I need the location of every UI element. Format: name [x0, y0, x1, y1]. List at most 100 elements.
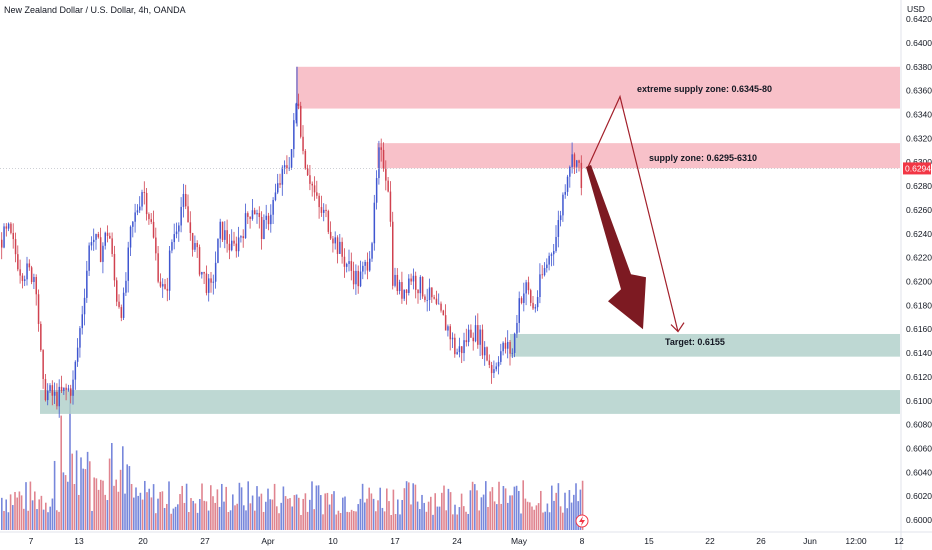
volume-bar	[293, 495, 296, 530]
volume-bar	[82, 468, 84, 530]
candle-body	[189, 222, 192, 233]
candle-body	[348, 261, 350, 264]
candle-body	[557, 220, 560, 237]
volume-bar	[91, 510, 93, 530]
volume-bar	[111, 443, 113, 530]
volume-bar	[566, 508, 568, 530]
volume-bar	[223, 501, 225, 530]
candle-body	[265, 215, 267, 220]
candle-body	[76, 347, 79, 362]
volume-bar	[469, 490, 472, 530]
candle-body	[67, 388, 70, 390]
candle-body	[359, 271, 362, 287]
volume-bar	[300, 514, 302, 530]
candle-body	[196, 243, 198, 248]
candle-body	[150, 219, 152, 222]
candle-body	[40, 323, 42, 351]
lightning-icon[interactable]	[575, 514, 589, 528]
candle-body	[306, 168, 309, 176]
volume-bar	[443, 485, 445, 530]
candle-body	[511, 352, 514, 354]
volume-bar	[562, 512, 564, 530]
candle-body	[168, 250, 171, 291]
volume-bar	[458, 507, 461, 530]
volume-bar	[390, 514, 392, 530]
volume-bar	[474, 484, 476, 530]
candle-body	[527, 282, 530, 291]
volume-bar	[188, 512, 190, 530]
candle-body	[155, 237, 157, 254]
volume-bar	[225, 486, 227, 530]
zone-rect[interactable]	[377, 143, 900, 169]
volume-bar	[377, 500, 379, 530]
candle-body	[578, 160, 580, 163]
volume-bar	[361, 483, 364, 530]
thick-forecast-arrow[interactable]	[586, 164, 646, 330]
volume-bar	[16, 497, 18, 530]
volume-bar	[581, 480, 584, 530]
candle-body	[421, 276, 424, 297]
volume-bar	[522, 480, 524, 530]
volume-bar	[513, 486, 516, 530]
chart-title: New Zealand Dollar / U.S. Dollar, 4h, OA…	[4, 5, 186, 15]
candle-body	[88, 245, 90, 271]
candle-body	[30, 267, 33, 282]
volume-bar	[423, 502, 425, 530]
candle-body	[109, 235, 111, 239]
candle-body	[465, 340, 468, 343]
candle-body	[288, 167, 290, 169]
volume-bar	[328, 504, 331, 530]
candle-body	[148, 214, 150, 220]
candle-body	[371, 243, 373, 259]
zone-rect[interactable]	[510, 333, 900, 357]
candle-body	[458, 346, 461, 353]
zone-rect[interactable]	[296, 66, 900, 109]
volume-bar	[238, 482, 241, 530]
candle-body	[173, 234, 175, 243]
time-tick-label: 7	[29, 536, 34, 546]
volume-bar	[31, 500, 34, 530]
volume-bar	[95, 478, 98, 530]
candle-body	[387, 180, 389, 192]
candle-body	[467, 329, 470, 343]
candle-body	[449, 326, 451, 340]
candle-body	[573, 154, 576, 167]
volume-bar	[18, 491, 21, 530]
volume-bar	[161, 491, 164, 530]
candle-body	[102, 245, 104, 262]
volume-bar	[357, 504, 359, 530]
candle-body	[428, 287, 431, 300]
candle-body	[350, 261, 353, 271]
volume-bar	[130, 483, 133, 530]
volume-bar	[289, 498, 291, 530]
volume-bar	[375, 511, 377, 530]
time-axis[interactable]: 7 13 20 27 Apr 10 17 24 May 8 15 22 26 Jun 12:00 12	[29, 536, 904, 546]
thin-forecast-arrow[interactable]	[587, 94, 679, 332]
volume-bar	[445, 510, 447, 530]
current-price-label: 0.62948	[905, 163, 932, 173]
candle-body	[541, 274, 543, 276]
zone-rect[interactable]	[40, 390, 900, 414]
candle-body	[125, 280, 127, 293]
volume-bar	[14, 491, 16, 530]
candle-body	[323, 209, 325, 213]
candle-body	[210, 278, 212, 283]
candle-body	[479, 329, 481, 345]
volume-bar	[282, 486, 285, 530]
candle-body	[509, 341, 511, 354]
candle-body	[279, 183, 281, 185]
volume-bar	[40, 495, 43, 530]
candle-body	[419, 276, 422, 294]
volume-bar	[192, 500, 194, 530]
candle-body	[536, 297, 539, 308]
candle-body	[58, 386, 60, 407]
candle-body	[336, 237, 339, 254]
